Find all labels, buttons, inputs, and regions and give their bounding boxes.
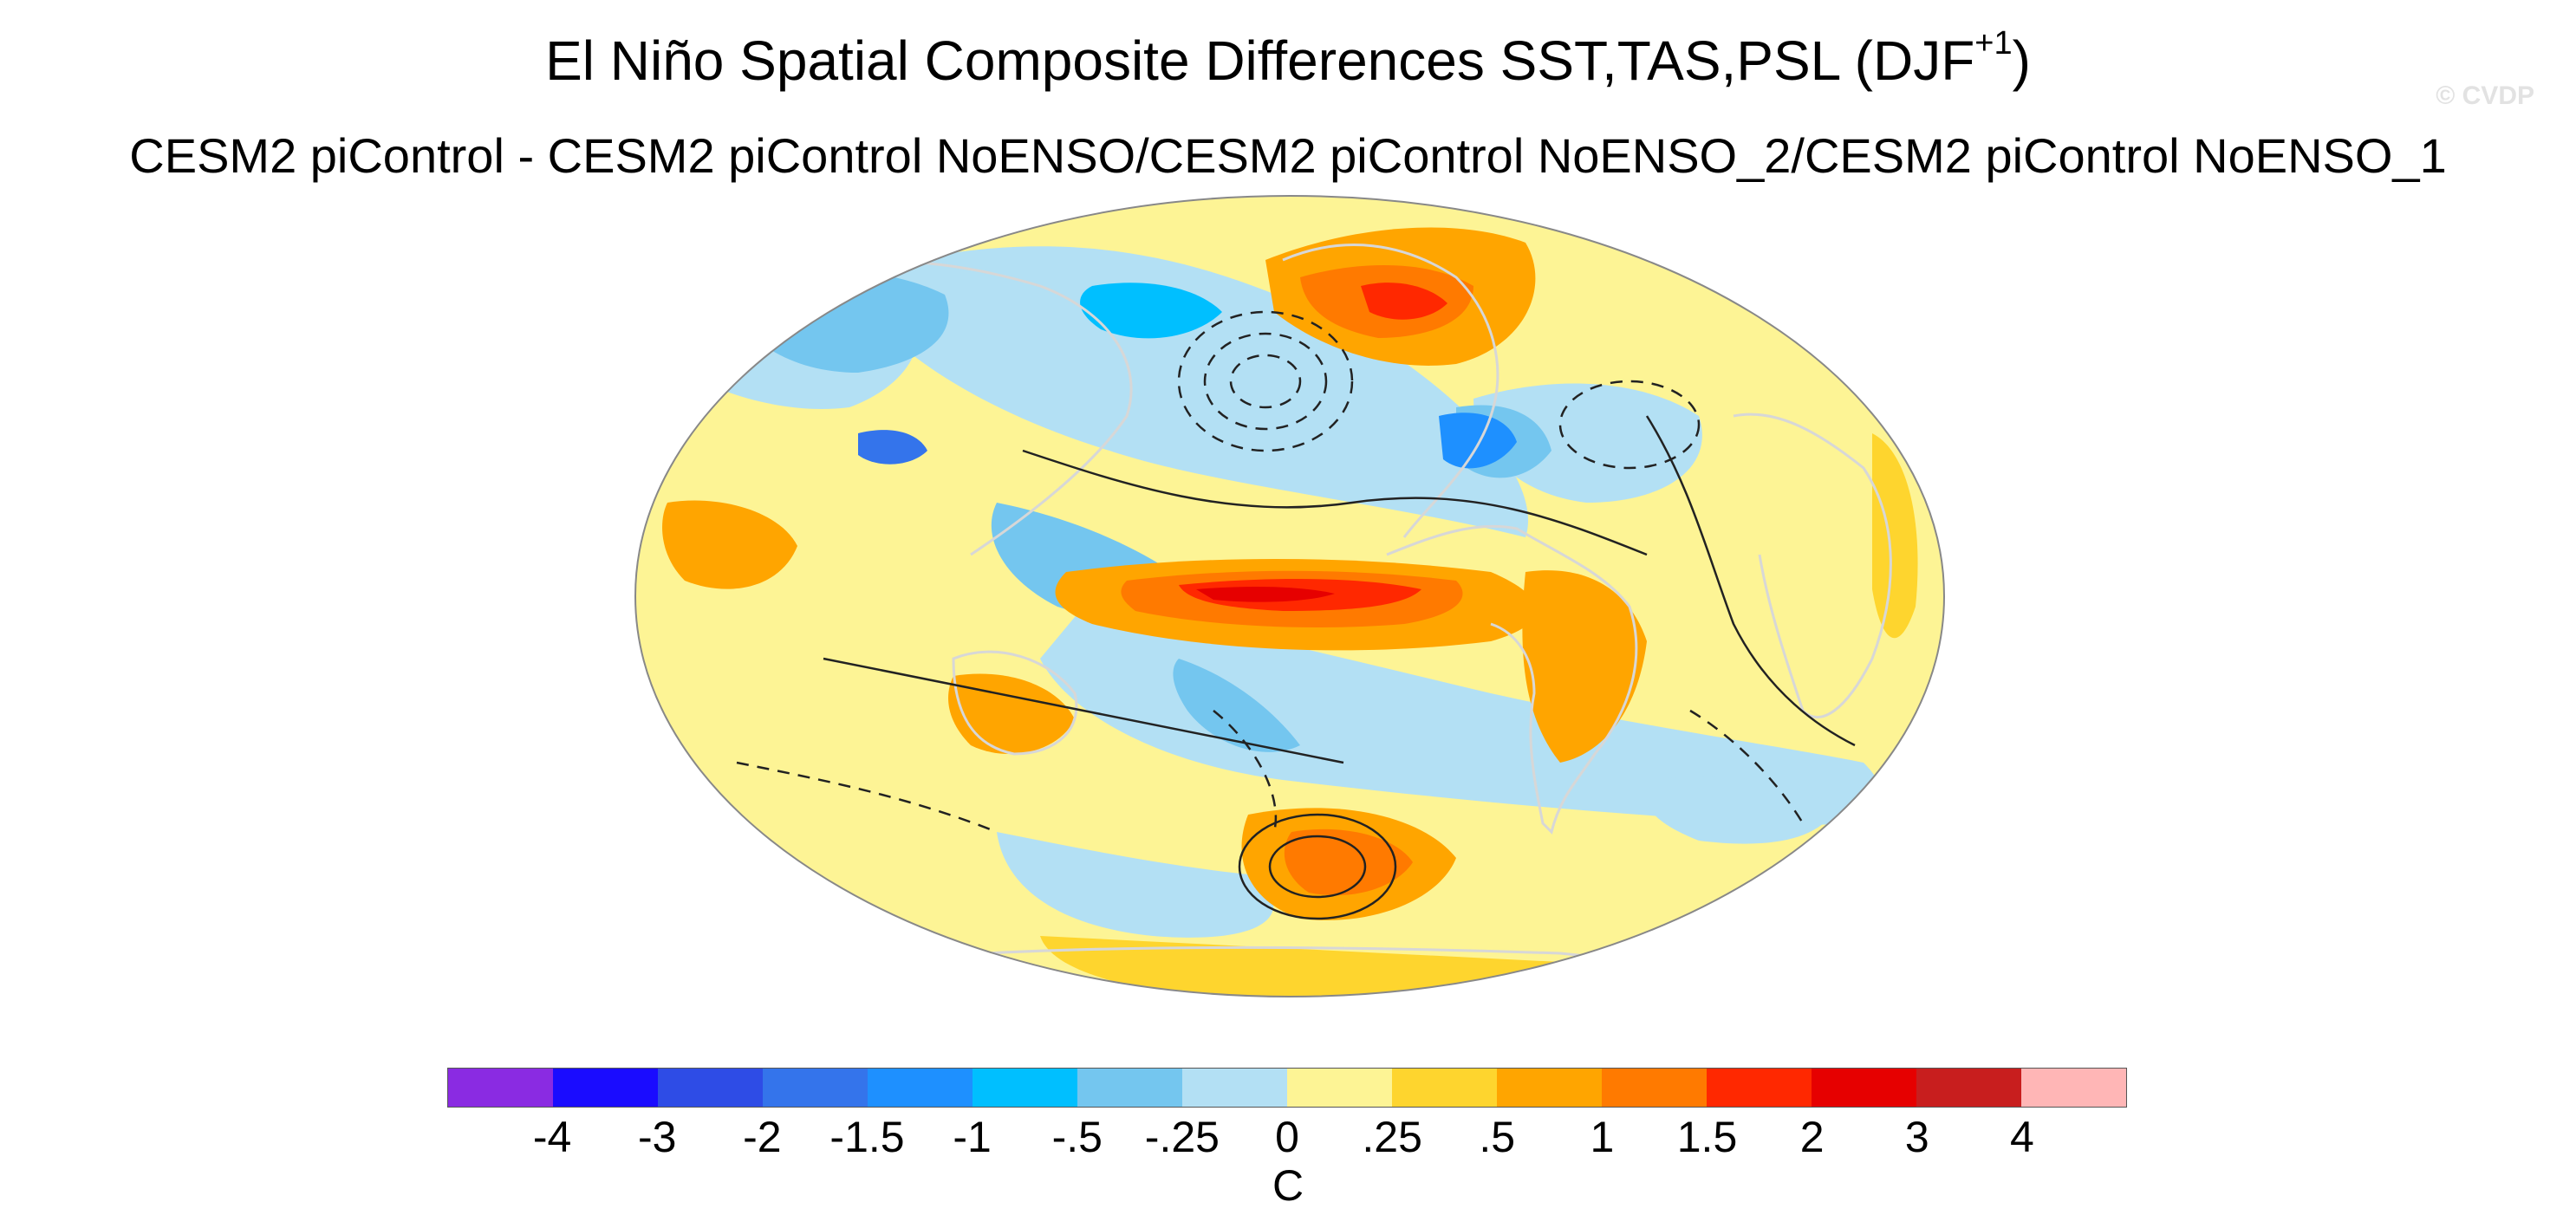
colorbar-tick-label: 1 bbox=[1590, 1113, 1615, 1161]
figure-subtitle: CESM2 piControl - CESM2 piControl NoENSO… bbox=[129, 128, 2447, 183]
colorbar-ticks: -4 -3 -2 -1.5 -1 -.5 -.25 0 .25 .5 1 1.5 2 3 4 bbox=[447, 1111, 2127, 1172]
colorbar-swatch bbox=[1812, 1069, 1916, 1107]
colorbar-tick-label: -.5 bbox=[1051, 1113, 1103, 1161]
colorbar-swatch bbox=[448, 1069, 553, 1107]
colorbar-swatch bbox=[1602, 1069, 1707, 1107]
title-superscript: +1 bbox=[1974, 25, 2013, 62]
colorbar-swatch bbox=[1707, 1069, 1812, 1107]
colorbar-swatch bbox=[1916, 1069, 2021, 1107]
sst-tas-field bbox=[635, 196, 1944, 997]
colorbar bbox=[447, 1068, 2127, 1108]
colorbar-tick-label: 4 bbox=[2009, 1113, 2034, 1161]
colorbar-tick-label: 2 bbox=[1799, 1113, 1825, 1161]
colorbar-swatch bbox=[1287, 1069, 1392, 1107]
colorbar-tick-label: .25 bbox=[1362, 1113, 1422, 1161]
colorbar-tick-label: -1.5 bbox=[829, 1113, 905, 1161]
colorbar-tick-label: 1.5 bbox=[1676, 1113, 1738, 1161]
colorbar-swatch bbox=[1497, 1069, 1602, 1107]
colorbar-swatch bbox=[868, 1069, 973, 1107]
colorbar-swatch bbox=[1077, 1069, 1182, 1107]
colorbar-swatch bbox=[763, 1069, 868, 1107]
colorbar-swatch bbox=[973, 1069, 1077, 1107]
colorbar-swatch bbox=[1182, 1069, 1287, 1107]
colorbar-tick-label: -2 bbox=[743, 1113, 782, 1161]
colorbar-swatch bbox=[2021, 1069, 2126, 1107]
colorbar-tick-label: -3 bbox=[638, 1113, 677, 1161]
colorbar-tick-label: 3 bbox=[1904, 1113, 1929, 1161]
colorbar-swatch bbox=[658, 1069, 763, 1107]
colorbar-tick-label: 0 bbox=[1275, 1113, 1299, 1161]
colorbar-tick-label: -.25 bbox=[1144, 1113, 1220, 1161]
cvdp-watermark: © CVDP bbox=[2436, 81, 2534, 110]
globe-outline bbox=[634, 195, 1945, 997]
colorbar-swatch bbox=[1392, 1069, 1497, 1107]
colorbar-tick-label: -1 bbox=[953, 1113, 992, 1161]
colorbar-unit-label: C bbox=[1272, 1161, 1304, 1210]
colorbar-tick-label: .5 bbox=[1479, 1113, 1516, 1161]
colorbar-tick-label: -4 bbox=[532, 1113, 572, 1161]
colorbar-swatch bbox=[553, 1069, 658, 1107]
figure-title: El Niño Spatial Composite Differences SS… bbox=[545, 25, 2031, 92]
